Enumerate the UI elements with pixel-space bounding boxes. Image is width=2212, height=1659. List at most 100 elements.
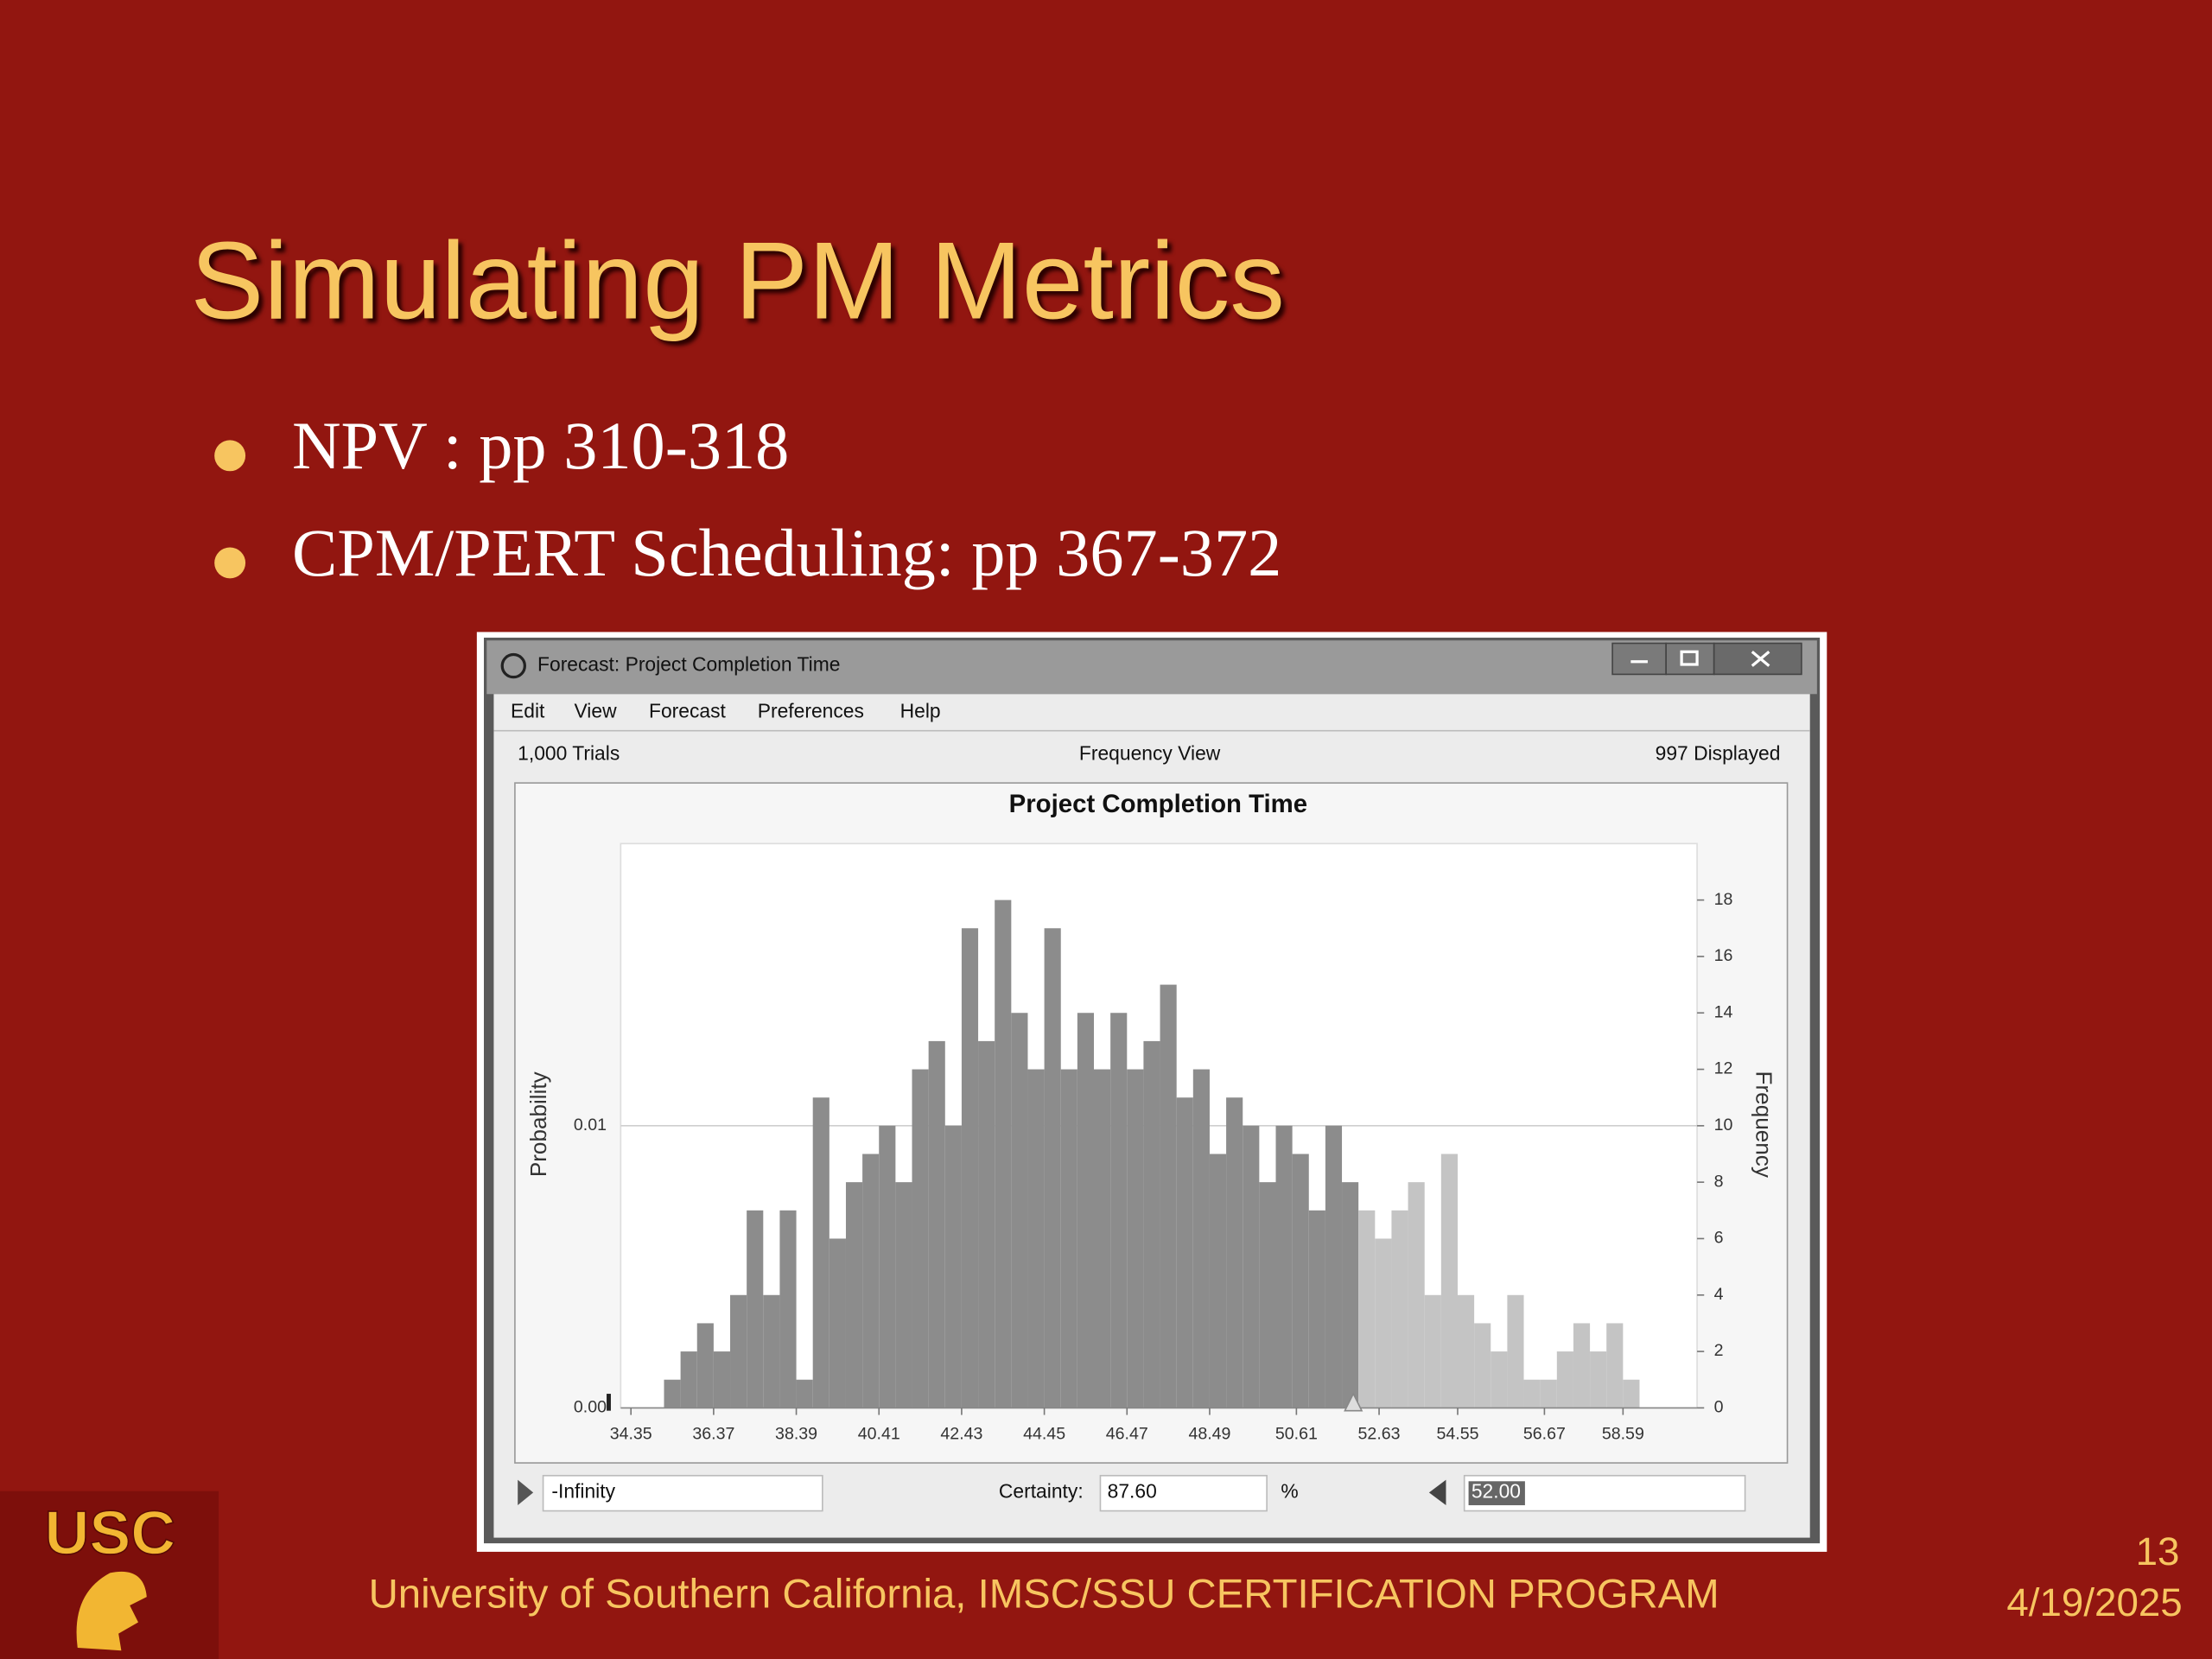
app-icon bbox=[500, 652, 526, 679]
menu-item[interactable]: Edit bbox=[511, 700, 545, 722]
bullet: CPM/PERT Scheduling: pp 367-372 bbox=[292, 515, 1281, 590]
x-tick-label: 56.67 bbox=[1523, 1425, 1566, 1444]
histogram-bar bbox=[1358, 1210, 1376, 1408]
histogram-bar bbox=[1540, 1379, 1557, 1408]
histogram-bar bbox=[1226, 1097, 1243, 1408]
certainty-input[interactable] bbox=[1099, 1474, 1268, 1512]
histogram-bar bbox=[1044, 928, 1061, 1408]
left-grabber[interactable] bbox=[518, 1479, 534, 1506]
minimize-button[interactable] bbox=[1611, 642, 1667, 676]
histogram-bar bbox=[1440, 1154, 1458, 1408]
histogram-bar bbox=[1457, 1294, 1475, 1408]
histogram-bar bbox=[1275, 1125, 1293, 1408]
histogram-bar bbox=[1573, 1323, 1591, 1408]
y2-tick-label: 14 bbox=[1714, 1002, 1733, 1021]
histogram-bar bbox=[664, 1379, 681, 1408]
histogram-bar bbox=[747, 1210, 764, 1408]
logo-trojan bbox=[76, 1571, 147, 1651]
x-tick-label: 48.49 bbox=[1188, 1425, 1230, 1444]
histogram-bar bbox=[961, 928, 979, 1408]
certainty-label: Certainty: bbox=[999, 1479, 1084, 1502]
y2-tick-label: 18 bbox=[1714, 890, 1733, 909]
histogram-bar bbox=[1176, 1097, 1193, 1408]
left-bound: -Infinity bbox=[551, 1479, 615, 1502]
histogram-bar bbox=[1308, 1210, 1325, 1408]
y2-tick-label: 6 bbox=[1714, 1229, 1724, 1248]
histogram-bar bbox=[978, 1040, 995, 1408]
menu-item[interactable]: Help bbox=[900, 700, 941, 722]
maximize-icon bbox=[1680, 650, 1699, 666]
x-tick-label: 58.59 bbox=[1602, 1425, 1644, 1444]
histogram-bar bbox=[696, 1323, 714, 1408]
y2-tick-label: 12 bbox=[1714, 1059, 1733, 1078]
histogram-bar bbox=[1094, 1069, 1111, 1408]
histogram-bar bbox=[1507, 1294, 1524, 1408]
histogram-bar bbox=[895, 1182, 912, 1408]
close-button[interactable] bbox=[1713, 642, 1802, 676]
histogram-bar bbox=[796, 1379, 813, 1408]
bullet: NPV : pp 310-318 bbox=[292, 408, 789, 483]
histogram-bar bbox=[944, 1125, 962, 1408]
x-tick-label: 34.35 bbox=[610, 1425, 652, 1444]
histogram-bar bbox=[862, 1154, 880, 1408]
right-bound: 52.00 bbox=[1471, 1479, 1521, 1502]
histogram-bar bbox=[1342, 1182, 1359, 1408]
histogram-bar bbox=[1623, 1379, 1640, 1408]
histogram-bar bbox=[1209, 1154, 1227, 1408]
histogram-bar bbox=[995, 899, 1012, 1408]
maximize-button[interactable] bbox=[1665, 642, 1715, 676]
view-name: Frequency View bbox=[1079, 742, 1221, 765]
menu-item[interactable]: View bbox=[574, 700, 617, 722]
displayed-count: 997 Displayed bbox=[1656, 742, 1781, 765]
menu-item[interactable]: Forecast bbox=[649, 700, 727, 722]
right-grabber[interactable] bbox=[1428, 1479, 1446, 1506]
histogram-bar bbox=[1424, 1294, 1441, 1408]
left-bound-input[interactable] bbox=[542, 1474, 823, 1512]
close-icon bbox=[1751, 651, 1770, 667]
bullet-dot bbox=[214, 547, 246, 579]
x-tick-label: 46.47 bbox=[1106, 1425, 1148, 1444]
certainty-grabber bbox=[1344, 1392, 1363, 1412]
histogram-bar bbox=[680, 1351, 697, 1408]
menu-item[interactable]: Preferences bbox=[758, 700, 864, 722]
x-tick-label: 52.63 bbox=[1358, 1425, 1401, 1444]
histogram-bar bbox=[730, 1294, 747, 1408]
x-tick-label: 36.37 bbox=[692, 1425, 734, 1444]
y2-tick-label: 10 bbox=[1714, 1116, 1733, 1135]
histogram-bar bbox=[779, 1210, 797, 1408]
histogram-bar bbox=[1556, 1351, 1573, 1408]
y2-tick-label: 2 bbox=[1714, 1341, 1724, 1360]
histogram-bar bbox=[1143, 1040, 1160, 1408]
histogram-bar bbox=[1474, 1323, 1491, 1408]
histogram-bar bbox=[1408, 1182, 1425, 1408]
logo: USC bbox=[45, 1499, 176, 1568]
y-axis-label: Probability bbox=[525, 1071, 551, 1177]
histogram-bar bbox=[1127, 1069, 1144, 1408]
selection-highlight bbox=[1468, 1481, 1525, 1506]
y2-tick-label: 4 bbox=[1714, 1285, 1724, 1304]
histogram-bar bbox=[1027, 1069, 1045, 1408]
histogram-bar bbox=[1292, 1154, 1309, 1408]
histogram-bar bbox=[1243, 1125, 1260, 1408]
x-tick-label: 38.39 bbox=[775, 1425, 817, 1444]
histogram-bar bbox=[763, 1294, 780, 1408]
histogram-bar bbox=[1259, 1182, 1276, 1408]
footer: University of Southern California, IMSC/… bbox=[369, 1572, 1719, 1618]
slide-title: Simulating PM Metrics bbox=[190, 219, 1285, 341]
x-tick-label: 42.43 bbox=[940, 1425, 982, 1444]
histogram-bar bbox=[1192, 1069, 1210, 1408]
y2-tick-label: 8 bbox=[1714, 1172, 1724, 1191]
x-tick-label: 44.45 bbox=[1023, 1425, 1065, 1444]
certainty-value: 87.60 bbox=[1108, 1479, 1157, 1502]
y-tick-label: 0.01 bbox=[574, 1116, 607, 1135]
histogram-bar bbox=[1391, 1210, 1408, 1408]
histogram-bar bbox=[829, 1238, 846, 1408]
histogram-bar bbox=[1523, 1379, 1541, 1408]
histogram-bar bbox=[1160, 984, 1177, 1408]
certainty-unit: % bbox=[1281, 1479, 1298, 1502]
title-bar bbox=[486, 640, 1817, 695]
y2-tick-label: 16 bbox=[1714, 946, 1733, 965]
y2-tick-label: 0 bbox=[1714, 1398, 1724, 1417]
